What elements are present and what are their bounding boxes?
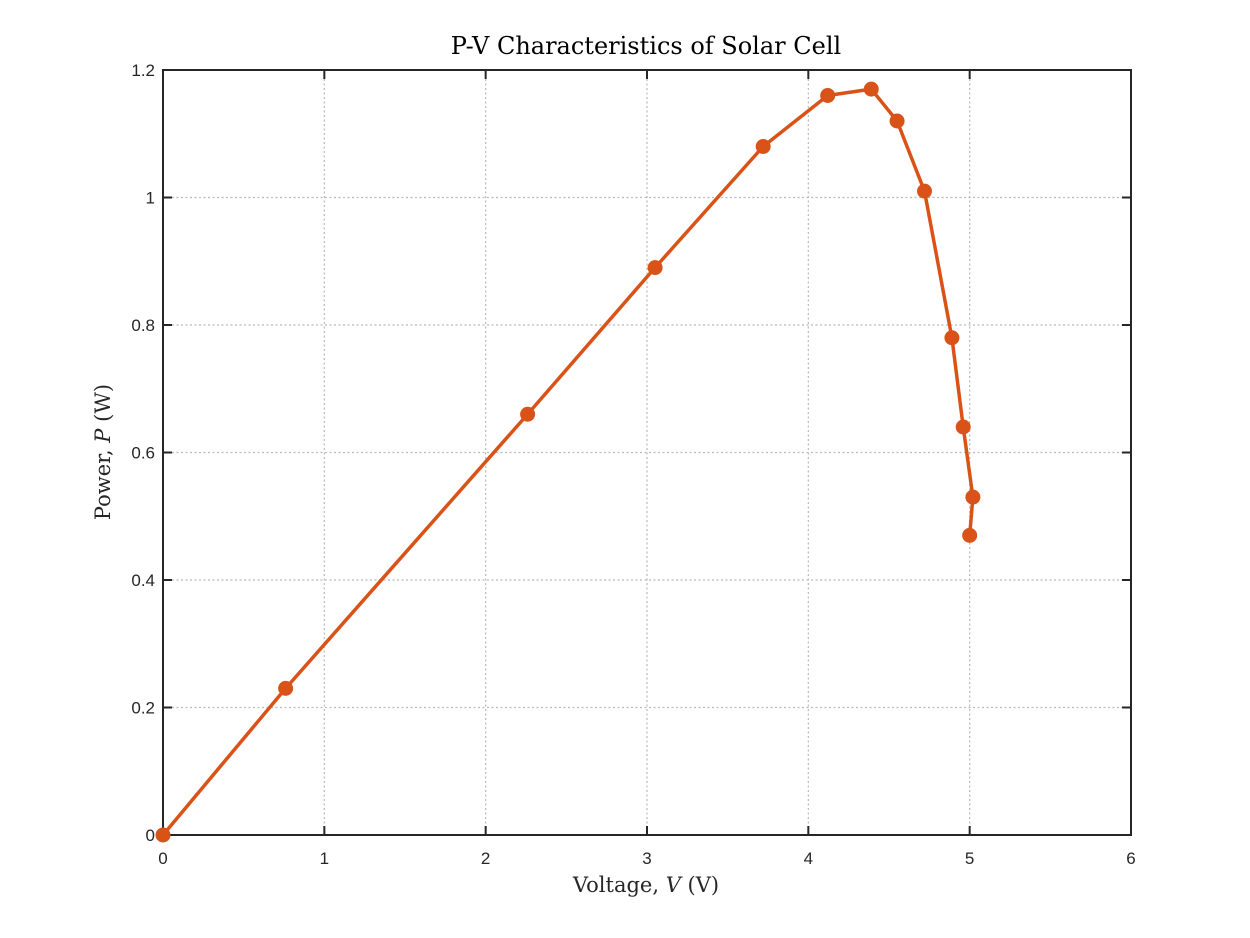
- x-tick-label: 1: [320, 849, 329, 868]
- data-point: [278, 680, 294, 696]
- data-point: [962, 527, 978, 543]
- data-point: [955, 419, 971, 435]
- data-point: [647, 260, 663, 276]
- data-point: [916, 183, 932, 199]
- data-point: [944, 330, 960, 346]
- x-tick-label: 4: [804, 849, 813, 868]
- x-tick-label: 2: [481, 849, 490, 868]
- x-tick-label: 6: [1126, 849, 1135, 868]
- y-tick-label: 0.4: [131, 571, 155, 590]
- y-axis-label-text: Power,: [91, 443, 115, 520]
- y-tick-label: 0.6: [131, 444, 155, 463]
- y-tick-label: 0: [146, 826, 155, 845]
- data-point: [155, 827, 171, 843]
- data-point: [889, 113, 905, 129]
- series-layer: [155, 81, 981, 843]
- data-point: [965, 489, 981, 505]
- y-tick-label: 0.2: [131, 699, 155, 718]
- y-axis-label-unit: (W): [91, 384, 115, 429]
- data-point: [820, 88, 836, 103]
- x-tick-label: 0: [158, 849, 167, 868]
- data-point: [755, 139, 771, 154]
- x-tick-label: 5: [965, 849, 974, 868]
- y-tick-label: 1: [146, 189, 155, 208]
- data-point: [863, 81, 879, 97]
- x-axis-label-text: Voltage,: [572, 873, 666, 897]
- x-axis-label: Voltage, V (V): [572, 873, 719, 897]
- x-axis-label-unit: (V): [681, 873, 719, 897]
- y-axis-label: Power, P (W): [91, 384, 115, 520]
- y-tick-label: 1.2: [131, 61, 155, 80]
- chart-title: P-V Characteristics of Solar Cell: [451, 32, 841, 60]
- y-tick-label: 0.8: [131, 316, 155, 335]
- x-tick-label: 3: [642, 849, 651, 868]
- grid: [163, 70, 1131, 835]
- data-point: [520, 406, 536, 422]
- y-axis-label-var: P: [91, 428, 115, 444]
- x-axis-label-var: V: [666, 873, 683, 897]
